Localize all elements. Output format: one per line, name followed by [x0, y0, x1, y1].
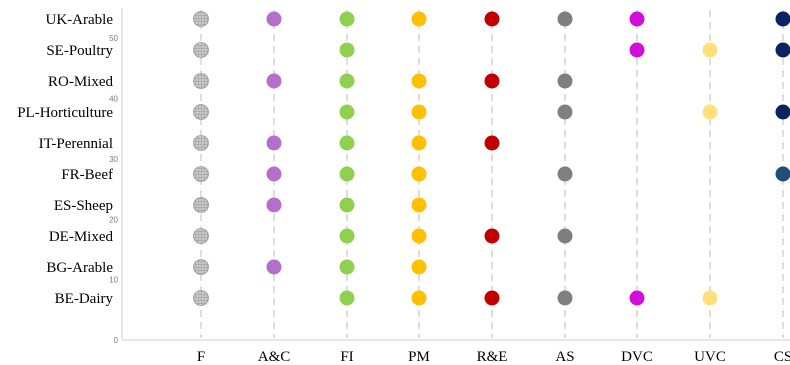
point-se-poultry-fi	[339, 42, 355, 58]
point-fr-beef-as	[557, 166, 573, 182]
point-be-dairy-as	[557, 290, 573, 306]
y-tick-label: 10	[109, 276, 118, 285]
row-label-de-mixed: DE-Mixed	[49, 229, 114, 245]
data-points	[193, 11, 790, 306]
point-fr-beef-fi	[339, 166, 355, 182]
column-label-dvc: DVC	[621, 349, 653, 365]
point-be-dairy-f	[193, 290, 209, 306]
point-bg-arable-aandc	[266, 259, 282, 275]
row-label-pl-horticulture: PL-Horticulture	[17, 105, 113, 121]
point-es-sheep-pm	[411, 197, 427, 213]
point-de-mixed-f	[193, 228, 209, 244]
y-tick-label: 30	[109, 155, 118, 164]
point-ro-mixed-aandc	[266, 73, 282, 89]
point-pl-horticulture-cs	[775, 104, 790, 120]
point-pl-horticulture-fi	[339, 104, 355, 120]
y-tick-label: 40	[109, 95, 118, 104]
point-be-dairy-fi	[339, 290, 355, 306]
row-label-es-sheep: ES-Sheep	[54, 198, 113, 214]
y-tick-label: 0	[114, 336, 119, 345]
row-label-fr-beef: FR-Beef	[61, 167, 113, 183]
point-ro-mixed-f	[193, 73, 209, 89]
point-it-perennial-fi	[339, 135, 355, 151]
point-pl-horticulture-pm	[411, 104, 427, 120]
point-de-mixed-pm	[411, 228, 427, 244]
point-ro-mixed-fi	[339, 73, 355, 89]
column-label-aandc: A&C	[258, 349, 291, 365]
point-fr-beef-aandc	[266, 166, 282, 182]
point-it-perennial-rande	[484, 135, 500, 151]
point-fr-beef-f	[193, 166, 209, 182]
point-es-sheep-f	[193, 197, 209, 213]
point-uk-arable-fi	[339, 11, 355, 27]
point-it-perennial-pm	[411, 135, 427, 151]
row-labels: UK-Arable SE-Poultry RO-Mixed PL-Horticultu…	[17, 12, 113, 307]
point-se-poultry-uvc	[702, 42, 718, 58]
column-label-f: F	[197, 349, 205, 365]
point-se-poultry-cs	[775, 42, 790, 58]
point-be-dairy-pm	[411, 290, 427, 306]
column-label-as: AS	[555, 349, 574, 365]
column-label-rande: R&E	[477, 349, 508, 365]
vertical-gridlines	[200, 10, 784, 338]
column-labels: F A&C FI PM R&E AS DVC UVC CS	[197, 349, 790, 365]
column-label-cs: CS	[774, 349, 790, 365]
point-bg-arable-f	[193, 259, 209, 275]
point-fr-beef-cs	[775, 166, 790, 182]
point-uk-arable-dvc	[629, 11, 645, 27]
row-label-be-dairy: BE-Dairy	[55, 291, 114, 307]
point-be-dairy-uvc	[702, 290, 718, 306]
point-ro-mixed-pm	[411, 73, 427, 89]
point-es-sheep-aandc	[266, 197, 282, 213]
row-label-se-poultry: SE-Poultry	[46, 43, 113, 59]
point-bg-arable-pm	[411, 259, 427, 275]
point-es-sheep-fi	[339, 197, 355, 213]
point-de-mixed-as	[557, 228, 573, 244]
point-de-mixed-fi	[339, 228, 355, 244]
point-uk-arable-as	[557, 11, 573, 27]
point-uk-arable-aandc	[266, 11, 282, 27]
point-ro-mixed-as	[557, 73, 573, 89]
point-pl-horticulture-f	[193, 104, 209, 120]
row-label-ro-mixed: RO-Mixed	[48, 74, 113, 90]
y-tick-label: 20	[109, 215, 118, 224]
column-label-pm: PM	[408, 349, 430, 365]
point-it-perennial-f	[193, 135, 209, 151]
point-be-dairy-dvc	[629, 290, 645, 306]
row-label-it-perennial: IT-Perennial	[39, 136, 113, 152]
point-uk-arable-rande	[484, 11, 500, 27]
point-uk-arable-cs	[775, 11, 790, 27]
y-tick-labels: 0 10 20 30 40 50	[109, 34, 118, 345]
point-be-dairy-rande	[484, 290, 500, 306]
point-bg-arable-fi	[339, 259, 355, 275]
point-it-perennial-aandc	[266, 135, 282, 151]
point-se-poultry-dvc	[629, 42, 645, 58]
point-se-poultry-f	[193, 42, 209, 58]
row-label-uk-arable: UK-Arable	[46, 12, 114, 28]
row-label-bg-arable: BG-Arable	[46, 260, 113, 276]
column-label-fi: FI	[340, 349, 353, 365]
point-pl-horticulture-uvc	[702, 104, 718, 120]
point-uk-arable-f	[193, 11, 209, 27]
point-fr-beef-pm	[411, 166, 427, 182]
column-label-uvc: UVC	[694, 349, 726, 365]
point-ro-mixed-rande	[484, 73, 500, 89]
y-tick-label: 50	[109, 34, 118, 43]
point-uk-arable-pm	[411, 11, 427, 27]
point-pl-horticulture-as	[557, 104, 573, 120]
point-de-mixed-rande	[484, 228, 500, 244]
